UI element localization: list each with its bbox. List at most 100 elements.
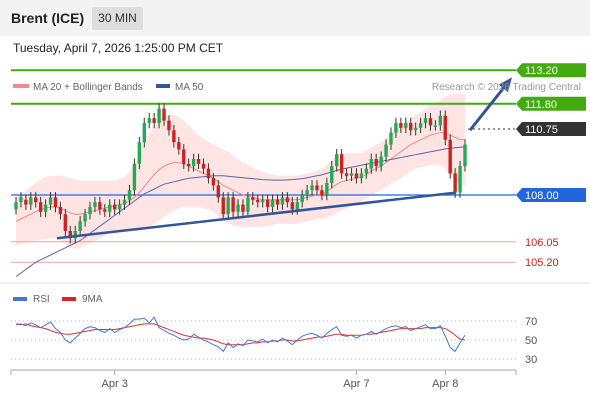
candle [280,192,285,210]
candle [339,148,344,179]
candle [132,158,137,196]
bull-candle-body [325,183,329,195]
candle [142,117,146,148]
candle [315,180,319,196]
candle [285,192,290,208]
bear-candle-body [34,197,38,203]
bull-candle-body [246,197,250,212]
candle [374,153,378,172]
bull-candle-body [413,127,418,131]
bear-candle-body [344,173,349,176]
bull-candle-body [349,173,354,176]
candle [137,136,142,170]
bear-candle-body [231,197,235,212]
bear-candle-body [177,142,181,150]
bear-candle-body [409,123,413,131]
bear-candle-body [265,199,270,207]
candle [19,192,23,208]
ma9-legend-swatch [62,297,76,301]
candle [458,160,462,198]
bull-candle-body [93,202,97,207]
candle [231,192,235,218]
bear-candle-body [399,123,403,128]
support-label: 108.00 [525,190,559,202]
bull-candle-body [137,142,142,164]
candle [103,204,107,218]
candle [270,194,275,213]
candle [172,124,176,148]
candle [48,192,53,210]
bull-candle-body [418,123,423,128]
rsi-legend: RSI 9MA [13,294,103,305]
candle [433,120,438,131]
bear-candle-body [251,197,255,200]
x-tick-label: Apr 7 [343,378,369,390]
bull-candle-body [122,199,127,205]
candle [418,117,423,134]
candle [34,192,38,208]
candle [236,199,240,218]
bull-candle-body [305,190,309,195]
candle [305,184,309,201]
bear-candle-body [428,118,433,126]
bear-candle-body [152,118,156,123]
bollinger-bands [16,94,465,249]
bear-candle-body [53,197,58,207]
bull-candle-body [14,202,18,210]
bear-candle-body [58,207,63,215]
candle [344,168,349,182]
candle [428,112,433,131]
candle [93,196,97,213]
bull-candle-body [73,231,77,239]
candle [275,194,280,210]
bear-candle-body [206,168,211,179]
resistance-label-tag [516,63,586,78]
candle [83,208,87,227]
ma20-legend-swatch [13,84,29,88]
candle [63,208,68,237]
bull-candle-body [359,173,364,179]
bull-candle-body [310,185,314,191]
bull-candle-body [423,118,428,123]
candle [216,180,220,203]
candle [186,158,191,172]
bear-candle-body [275,199,280,205]
current-price-label: 110.75 [525,124,558,136]
candle [226,192,230,220]
candle [265,194,270,213]
ma9-line [15,323,466,346]
red-level-label: 106.05 [525,237,559,249]
candle [320,184,324,201]
bear-candle-body [339,154,344,174]
bull-candle-body [270,199,275,207]
bear-candle-body [374,159,378,167]
bull-candle-body [147,118,151,123]
candle [112,199,117,215]
candle [24,194,28,210]
ma50-line [15,146,466,278]
bear-candle-body [241,204,245,212]
bear-candle-body [196,159,201,164]
bull-candle-body [88,207,92,215]
bull-candle-body [394,123,398,133]
forecast-arrow-head [498,77,512,93]
bear-candle-body [68,231,72,239]
candle [201,158,206,174]
current-price-label-tag [516,122,586,136]
bull-candle-body [330,166,334,183]
interval-badge[interactable]: 30 MIN [92,7,143,30]
candle [73,225,77,244]
credit-label: Research © 2026 Trading Central [432,82,581,93]
bear-candle-body [443,115,447,140]
candle [394,117,398,138]
candle [359,168,364,184]
candle [463,139,467,172]
rsi-tick-label: 70 [525,316,537,328]
bull-candle-body [48,197,53,205]
bear-candle-body [182,149,186,164]
candle [38,196,43,218]
bear-candle-body [216,185,220,198]
candle [98,196,102,215]
ma50-legend-swatch [156,84,170,88]
